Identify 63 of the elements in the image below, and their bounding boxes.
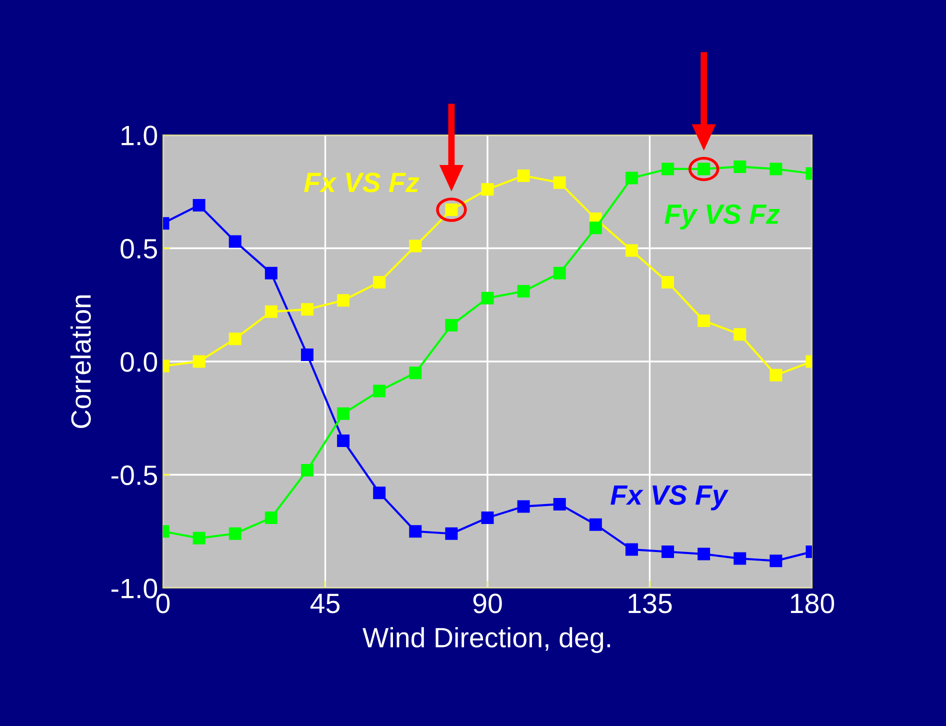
y-tick-label: 0.5 xyxy=(120,238,157,259)
point xyxy=(445,319,458,332)
x-tick-label: 135 xyxy=(628,594,672,614)
point xyxy=(300,464,314,476)
point xyxy=(481,183,494,196)
point xyxy=(481,292,494,304)
point xyxy=(228,332,242,346)
point xyxy=(517,285,530,298)
point xyxy=(337,294,350,307)
point xyxy=(300,348,314,361)
y-tick-label: -1.0 xyxy=(112,578,158,598)
point xyxy=(698,314,710,327)
y-tick-label: 1.0 xyxy=(122,126,158,146)
point xyxy=(662,162,674,176)
point xyxy=(264,266,278,280)
point xyxy=(228,527,242,540)
point xyxy=(734,160,746,173)
y-axis-title: Correlation xyxy=(70,295,91,428)
point xyxy=(625,172,638,184)
x-tick-label: 90 xyxy=(473,594,502,614)
point xyxy=(553,498,566,510)
y-tick-label: -0.5 xyxy=(112,465,157,486)
y-tick-label: 0.0 xyxy=(120,352,158,372)
point xyxy=(264,512,278,524)
x-tick-label: 45 xyxy=(310,594,340,614)
point xyxy=(409,240,422,252)
point xyxy=(481,512,494,524)
point xyxy=(553,176,566,189)
point xyxy=(337,407,350,420)
point xyxy=(228,235,242,248)
point xyxy=(589,518,602,531)
point xyxy=(373,486,386,500)
point xyxy=(770,554,782,568)
x-tick-label: 0 xyxy=(156,594,170,614)
point xyxy=(698,548,710,560)
point xyxy=(770,368,782,382)
point xyxy=(409,525,422,538)
point xyxy=(192,198,206,212)
point xyxy=(373,384,386,398)
point xyxy=(373,276,386,288)
point xyxy=(192,355,206,368)
point xyxy=(192,532,206,544)
point xyxy=(445,527,458,540)
point xyxy=(734,552,746,565)
x-tick-label: 180 xyxy=(790,594,834,614)
point xyxy=(553,266,566,280)
point xyxy=(625,543,638,556)
point xyxy=(770,162,782,176)
point xyxy=(625,244,638,257)
x-axis-title: Wind Direction, deg. xyxy=(362,627,610,653)
point xyxy=(662,276,674,288)
point xyxy=(517,500,530,513)
point xyxy=(734,328,746,341)
point xyxy=(409,366,422,380)
point xyxy=(300,303,314,316)
series-label: Fx VS Fy xyxy=(610,485,729,510)
point xyxy=(264,305,278,318)
point xyxy=(517,170,530,182)
point xyxy=(662,546,674,558)
series-label: Fy VS Fz xyxy=(664,204,780,230)
point xyxy=(337,434,350,448)
series-label: Fx VS Fz xyxy=(304,172,420,192)
point xyxy=(589,222,602,234)
